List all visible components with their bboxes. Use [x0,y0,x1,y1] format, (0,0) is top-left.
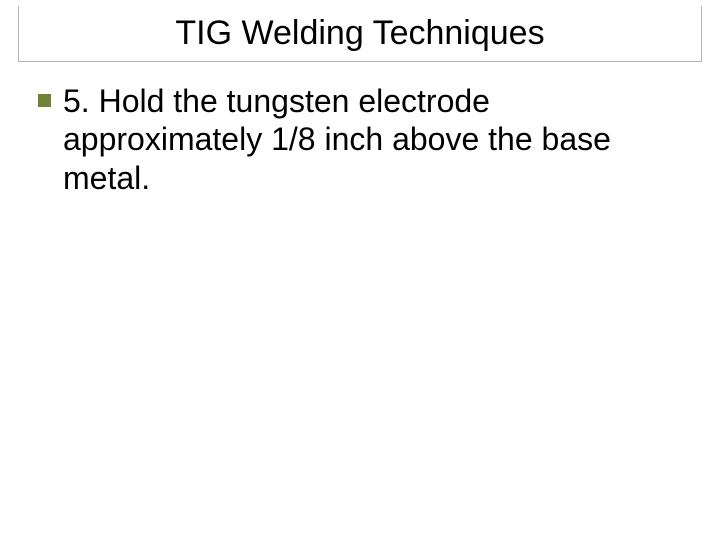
title-container: TIG Welding Techniques [18,6,702,62]
slide: TIG Welding Techniques 5. Hold the tungs… [0,0,720,540]
bullet-text: 5. Hold the tungsten electrode approxima… [63,82,678,197]
body-container: 5. Hold the tungsten electrode approxima… [38,82,678,197]
list-item: 5. Hold the tungsten electrode approxima… [38,82,678,197]
slide-title: TIG Welding Techniques [175,14,544,53]
square-bullet-icon [38,94,51,107]
